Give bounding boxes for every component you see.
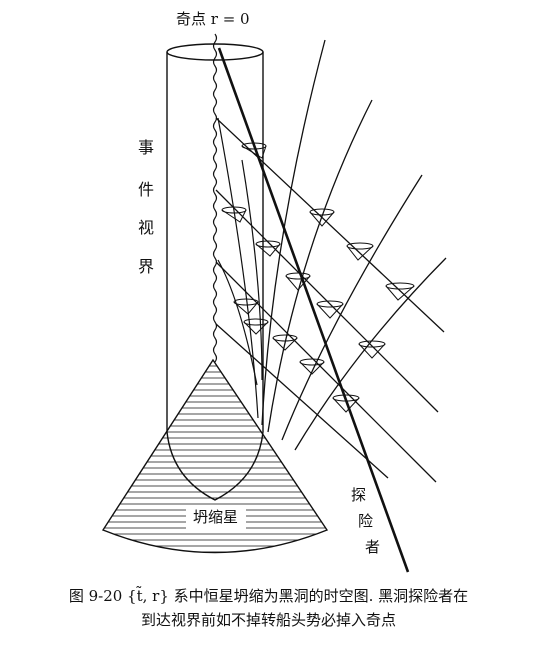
light-cone: [272, 334, 298, 351]
horizon-label-char: 视: [138, 218, 155, 237]
horizon-label-char: 件: [138, 180, 155, 199]
light-cone: [233, 298, 259, 315]
explorer-label-char: 险: [358, 512, 374, 530]
singularity-wavy-line: [212, 33, 218, 363]
light-cone: [299, 358, 325, 375]
light-cone: [255, 240, 281, 257]
outgoing-ray-curves: [261, 39, 447, 451]
caption-line-1: 图 9-20 {t̃, r} 系中恒星坍缩为黑洞的时空图. 黑洞探险者在: [68, 587, 469, 605]
light-cone: [332, 394, 360, 413]
inner-curves: [217, 117, 263, 419]
cone-inner-curve: [166, 431, 264, 501]
horizon-label-char: 界: [138, 257, 155, 276]
light-cone: [358, 340, 386, 359]
figure-caption: 图 9-20 {t̃, r} 系中恒星坍缩为黑洞的时空图. 黑洞探险者在 到达视…: [0, 584, 537, 632]
caption-line-2: 到达视界前如不掉转船头势必掉入奇点: [140, 611, 396, 629]
collapse-label-box: [186, 505, 246, 529]
light-cone: [309, 208, 335, 227]
light-cones: [221, 142, 415, 413]
singularity-label: 奇点 r = 0: [176, 10, 250, 28]
collapsing-star-label: 坍缩星: [193, 508, 239, 526]
explorer-worldline: [217, 47, 410, 573]
explorer-label-char: 探: [351, 486, 367, 504]
light-cone: [316, 300, 344, 319]
light-cone: [385, 282, 415, 301]
light-cone: [285, 272, 311, 291]
horizon-label-char: 事: [138, 138, 155, 157]
star-cone-outline: [101, 358, 329, 554]
light-cone: [243, 318, 269, 335]
light-cone: [221, 206, 247, 223]
ingoing-rays: [215, 117, 445, 483]
light-cone: [346, 242, 374, 261]
light-cone: [241, 142, 267, 159]
explorer-label-char: 者: [365, 538, 381, 556]
